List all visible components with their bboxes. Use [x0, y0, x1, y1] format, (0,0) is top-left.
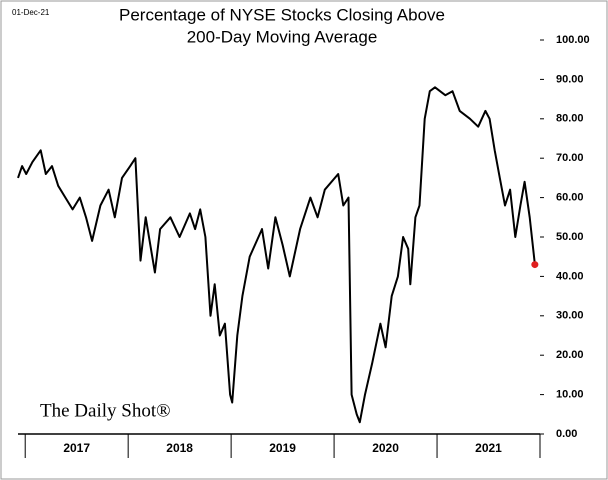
date-note: 01-Dec-21 [12, 8, 50, 17]
x-tick-label: 2017 [63, 441, 90, 455]
chart-title: Percentage of NYSE Stocks Closing Above [119, 5, 445, 24]
y-tick-label: 90.00 [556, 73, 584, 85]
series-line [17, 86, 536, 424]
last-point [531, 261, 539, 269]
y-tick-label: 60.00 [556, 192, 584, 204]
y-tick-label: 40.00 [556, 270, 584, 282]
y-tick-label: 10.00 [556, 389, 584, 401]
y-tick-label: 80.00 [556, 113, 584, 125]
y-tick-label: 70.00 [556, 152, 584, 164]
chart-title: 200-Day Moving Average [187, 27, 378, 46]
y-tick-label: 30.00 [556, 310, 584, 322]
y-tick-label: 100.00 [556, 34, 590, 46]
x-tick-label: 2018 [166, 441, 193, 455]
y-tick-label: 20.00 [556, 349, 584, 361]
watermark: The Daily Shot® [40, 400, 171, 421]
x-tick-label: 2020 [372, 441, 399, 455]
y-tick-label: 50.00 [556, 231, 584, 243]
y-tick-label: 0.00 [556, 428, 577, 440]
x-tick-label: 2021 [475, 441, 502, 455]
x-tick-label: 2019 [269, 441, 296, 455]
